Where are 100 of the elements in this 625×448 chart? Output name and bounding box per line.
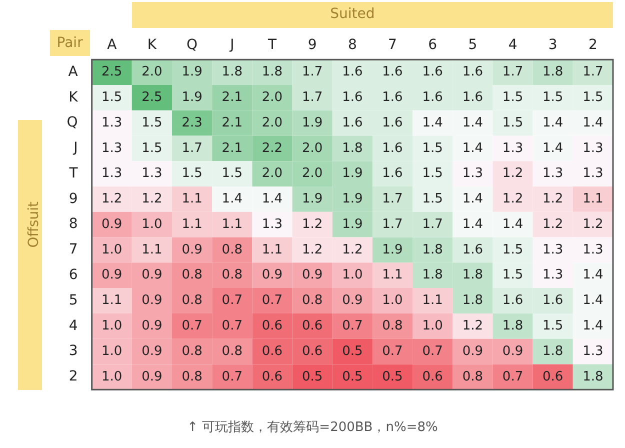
- data-label: 1.5: [142, 115, 162, 130]
- data-label: 1.6: [382, 90, 403, 106]
- data-label: 1.1: [582, 192, 604, 207]
- data-label: 1.1: [102, 293, 122, 308]
- data-label: 1.3: [542, 166, 564, 182]
- data-label: 0.8: [222, 242, 242, 258]
- data-label: 1.3: [502, 140, 524, 156]
- data-label: 0.9: [102, 216, 122, 232]
- data-label: 0.8: [182, 369, 202, 384]
- data-label: 0.9: [142, 268, 162, 283]
- data-label: 1.9: [182, 64, 202, 80]
- data-label: 1.0: [142, 216, 162, 232]
- data-label: 1.9: [342, 192, 363, 207]
- x-tick-label: 7: [388, 36, 397, 53]
- data-label: 1.2: [102, 192, 122, 207]
- data-label: 1.5: [502, 242, 524, 258]
- data-label: 1.4: [422, 115, 443, 130]
- data-label: 0.8: [302, 293, 323, 308]
- data-label: 1.8: [542, 64, 564, 80]
- data-label: 2.1: [222, 90, 242, 106]
- data-label: 1.6: [342, 64, 363, 80]
- data-label: 1.1: [182, 216, 202, 232]
- data-label: 1.1: [222, 216, 242, 232]
- data-label: 0.6: [542, 369, 564, 384]
- data-label: 1.9: [182, 90, 202, 106]
- data-label: 1.7: [502, 64, 524, 80]
- x-tick-label: 8: [348, 36, 357, 53]
- y-tick-label: 8: [68, 216, 78, 232]
- x-tick-label: K: [147, 36, 158, 53]
- data-label: 0.5: [342, 369, 363, 384]
- data-label: 1.0: [342, 268, 363, 283]
- data-label: 2.5: [102, 64, 122, 80]
- data-label: 1.5: [422, 140, 443, 156]
- data-label: 0.8: [182, 268, 202, 283]
- y-tick-label: 2: [68, 368, 78, 385]
- data-label: 1.4: [262, 192, 283, 207]
- data-label: 1.5: [222, 166, 242, 182]
- data-label: 1.5: [542, 318, 564, 334]
- data-label: 1.7: [382, 192, 403, 207]
- data-label: 1.0: [422, 318, 443, 334]
- data-label: 1.3: [462, 166, 484, 182]
- data-label: 1.6: [422, 64, 443, 80]
- x-axis-title: Suited: [330, 6, 375, 22]
- data-label: 2.1: [222, 140, 242, 156]
- data-label: 1.5: [142, 140, 162, 156]
- data-label: 1.5: [502, 115, 524, 130]
- data-label: 1.4: [502, 216, 524, 232]
- data-label: 1.4: [462, 140, 484, 156]
- data-label: 1.2: [142, 192, 162, 207]
- x-tick-label: Q: [186, 36, 198, 53]
- data-label: 0.6: [262, 369, 283, 384]
- data-label: 1.5: [422, 192, 443, 207]
- data-label: 1.9: [382, 242, 403, 258]
- data-label: 1.6: [382, 115, 403, 130]
- data-label: 1.9: [342, 216, 363, 232]
- data-label: 1.4: [462, 192, 484, 207]
- data-label: 1.6: [542, 293, 564, 308]
- data-label: 1.1: [422, 293, 443, 308]
- data-label: 1.4: [582, 268, 604, 283]
- data-label: 0.9: [102, 268, 122, 283]
- data-label: 1.8: [462, 268, 484, 283]
- data-label: 1.5: [502, 268, 524, 283]
- data-label: 0.6: [262, 318, 283, 334]
- y-tick-label: 7: [68, 242, 78, 258]
- data-label: 1.2: [542, 192, 564, 207]
- data-label: 1.3: [582, 242, 604, 258]
- data-label: 2.0: [302, 140, 323, 156]
- y-tick-label: K: [68, 89, 79, 106]
- data-label: 0.7: [502, 369, 524, 384]
- data-label: 1.8: [502, 318, 524, 334]
- data-label: 1.3: [542, 268, 564, 283]
- data-label: 1.4: [582, 318, 604, 334]
- data-label: 1.3: [542, 242, 564, 258]
- data-label: 1.7: [302, 64, 323, 80]
- data-label: 1.4: [462, 115, 484, 130]
- x-tick-label: 2: [588, 36, 598, 53]
- x-tick-label: 5: [468, 36, 478, 53]
- data-label: 0.7: [342, 318, 363, 334]
- data-label: 1.8: [582, 369, 604, 384]
- data-label: 1.3: [142, 166, 162, 182]
- data-label: 0.7: [222, 293, 242, 308]
- data-label: 1.3: [102, 166, 122, 182]
- data-label: 1.2: [502, 192, 524, 207]
- data-label: 1.9: [302, 192, 323, 207]
- data-label: 1.6: [462, 90, 484, 106]
- data-label: 2.0: [142, 64, 162, 80]
- data-label: 1.0: [102, 369, 122, 384]
- x-tick-label: T: [266, 36, 277, 53]
- data-label: 1.7: [182, 140, 202, 156]
- data-label: 1.3: [582, 344, 604, 359]
- x-tick-label: A: [107, 36, 118, 53]
- data-label: 0.9: [142, 318, 162, 334]
- data-label: 0.5: [342, 344, 363, 359]
- data-label: 0.9: [182, 242, 202, 258]
- data-label: 1.6: [342, 115, 363, 130]
- data-label: 2.5: [142, 90, 162, 106]
- y-tick-label: 3: [68, 343, 78, 360]
- data-label: 1.7: [422, 216, 443, 232]
- text: Pair: [50, 30, 90, 56]
- data-label: 1.0: [102, 344, 122, 359]
